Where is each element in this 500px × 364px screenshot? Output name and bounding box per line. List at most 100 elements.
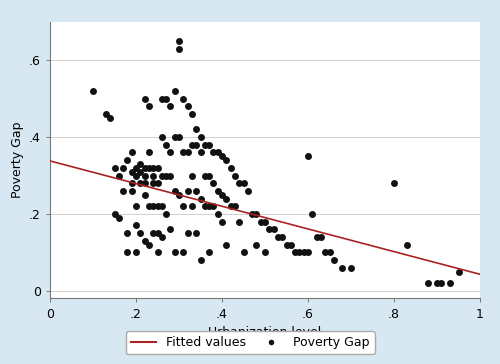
Point bbox=[210, 180, 218, 186]
Point bbox=[304, 249, 312, 255]
Point bbox=[308, 211, 316, 217]
Point bbox=[180, 203, 188, 209]
Point bbox=[166, 173, 174, 178]
Point bbox=[180, 96, 188, 102]
Point bbox=[205, 203, 213, 209]
Point bbox=[188, 111, 196, 117]
Point bbox=[136, 169, 144, 175]
Y-axis label: Poverty Gap: Poverty Gap bbox=[10, 122, 24, 198]
Point bbox=[244, 188, 252, 194]
Point bbox=[158, 134, 166, 140]
Point bbox=[184, 188, 192, 194]
Point bbox=[140, 238, 148, 244]
Point bbox=[266, 226, 274, 232]
Point bbox=[170, 249, 178, 255]
Point bbox=[132, 222, 140, 228]
Point bbox=[196, 150, 204, 155]
Point bbox=[214, 150, 222, 155]
Point bbox=[326, 249, 334, 255]
Point bbox=[218, 192, 226, 198]
Point bbox=[312, 234, 320, 240]
Point bbox=[128, 169, 136, 175]
Point bbox=[218, 153, 226, 159]
Point bbox=[192, 127, 200, 132]
Point bbox=[154, 230, 162, 236]
Point bbox=[338, 265, 346, 271]
Point bbox=[226, 165, 234, 171]
Point bbox=[403, 242, 411, 248]
Point bbox=[149, 180, 157, 186]
Point bbox=[162, 142, 170, 148]
Point bbox=[132, 203, 140, 209]
Point bbox=[145, 103, 153, 109]
Point bbox=[145, 242, 153, 248]
Point bbox=[110, 211, 118, 217]
Point bbox=[132, 249, 140, 255]
Point bbox=[214, 188, 222, 194]
Point bbox=[136, 180, 144, 186]
Point bbox=[175, 192, 183, 198]
Point bbox=[235, 219, 243, 225]
Point bbox=[145, 203, 153, 209]
Point bbox=[119, 165, 127, 171]
Point bbox=[252, 242, 260, 248]
Point bbox=[433, 280, 441, 286]
Point bbox=[210, 203, 218, 209]
Point bbox=[438, 280, 446, 286]
Point bbox=[154, 180, 162, 186]
Point bbox=[205, 249, 213, 255]
Point bbox=[282, 242, 290, 248]
Point bbox=[192, 230, 200, 236]
Point bbox=[261, 219, 269, 225]
Point bbox=[136, 161, 144, 167]
Point bbox=[210, 150, 218, 155]
Point bbox=[330, 257, 338, 263]
Point bbox=[175, 46, 183, 52]
Point bbox=[300, 249, 308, 255]
Point bbox=[188, 142, 196, 148]
Point bbox=[128, 188, 136, 194]
Point bbox=[240, 180, 248, 186]
Point bbox=[149, 230, 157, 236]
Point bbox=[102, 111, 110, 117]
Point bbox=[166, 150, 174, 155]
Point bbox=[184, 103, 192, 109]
Point bbox=[89, 88, 97, 94]
Point bbox=[226, 203, 234, 209]
Point bbox=[154, 249, 162, 255]
Point bbox=[347, 265, 355, 271]
Point bbox=[196, 196, 204, 202]
Point bbox=[145, 165, 153, 171]
Point bbox=[214, 211, 222, 217]
Point bbox=[128, 180, 136, 186]
Point bbox=[291, 249, 299, 255]
Point bbox=[149, 203, 157, 209]
Point bbox=[158, 203, 166, 209]
Point bbox=[390, 180, 398, 186]
Point bbox=[304, 153, 312, 159]
Point bbox=[166, 103, 174, 109]
Point bbox=[170, 134, 178, 140]
Point bbox=[136, 230, 144, 236]
Point bbox=[201, 142, 209, 148]
Point bbox=[196, 134, 204, 140]
Point bbox=[140, 192, 148, 198]
Legend: Fitted values, Poverty Gap: Fitted values, Poverty Gap bbox=[126, 331, 374, 354]
Point bbox=[110, 165, 118, 171]
Point bbox=[278, 234, 286, 240]
Point bbox=[201, 173, 209, 178]
Point bbox=[115, 173, 123, 178]
Point bbox=[180, 249, 188, 255]
Point bbox=[154, 165, 162, 171]
Point bbox=[154, 203, 162, 209]
Point bbox=[222, 196, 230, 202]
Point bbox=[205, 173, 213, 178]
Point bbox=[149, 165, 157, 171]
Point bbox=[192, 188, 200, 194]
Point bbox=[188, 173, 196, 178]
Point bbox=[140, 180, 148, 186]
Point bbox=[424, 280, 432, 286]
Point bbox=[170, 188, 178, 194]
Point bbox=[149, 173, 157, 178]
Point bbox=[132, 165, 140, 171]
